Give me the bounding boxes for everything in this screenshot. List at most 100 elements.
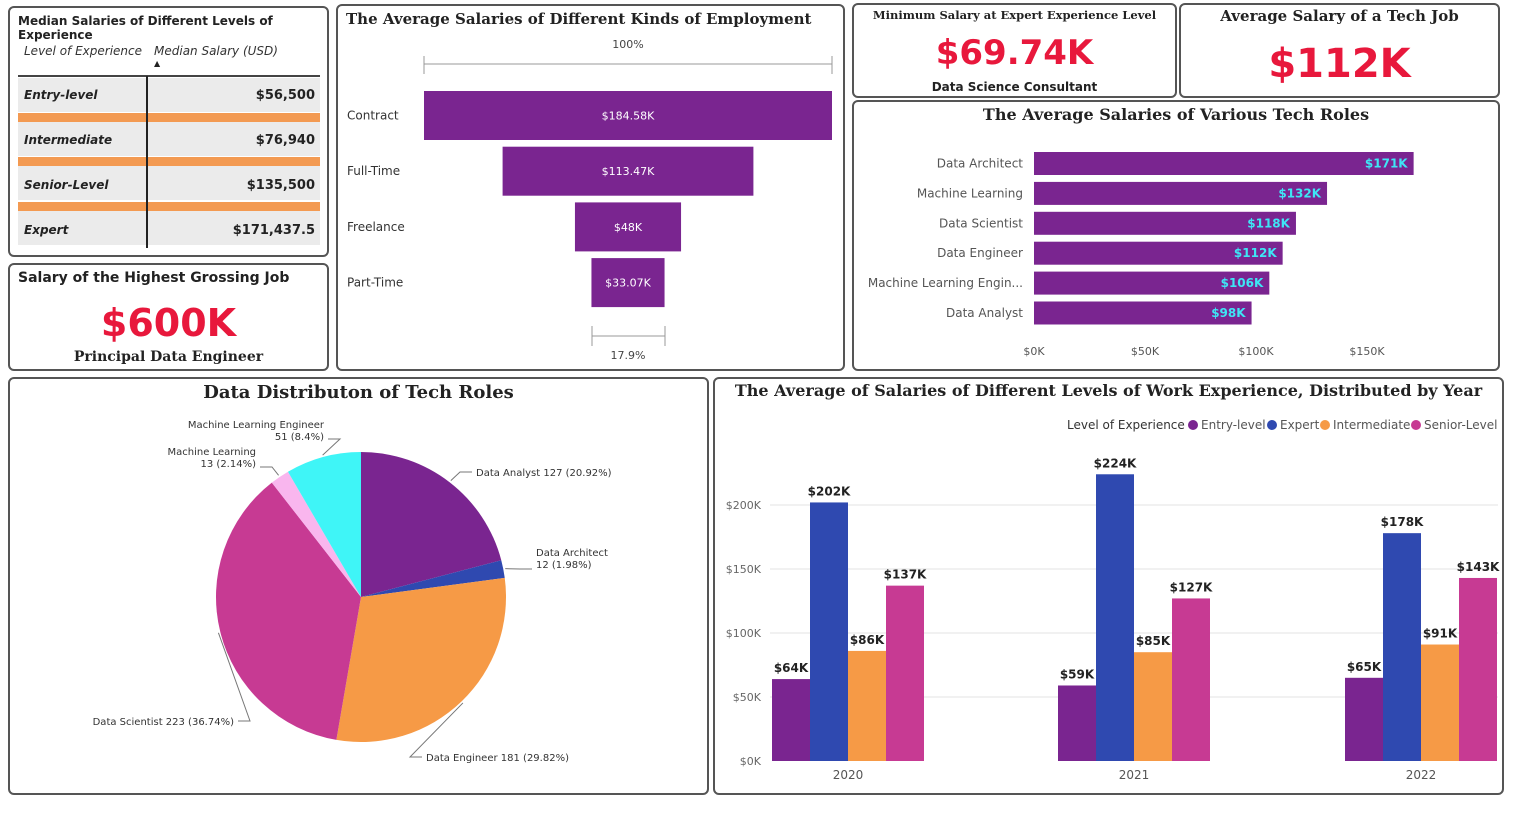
median-table-title: Median Salaries of Different Levels of E… [18, 14, 273, 42]
pie-slice-label: Data Engineer 181 (29.82%) [426, 753, 569, 764]
role-data-label: $112K [1234, 246, 1277, 260]
funnel-category-label: Full-Time [347, 164, 400, 178]
role-category-label: Data Scientist [939, 216, 1023, 230]
role-bar [1034, 181, 1328, 205]
table-cell-level: Senior-Level [24, 178, 109, 192]
bar-data-label: $143K [1457, 560, 1500, 574]
pie-slice-label: Data Architect 12 (1.98%) [536, 548, 608, 571]
role-bar [1034, 241, 1283, 265]
legend-marker [1411, 420, 1421, 430]
x-tick-label: $150K [1349, 345, 1385, 358]
legend-marker [1320, 420, 1330, 430]
role-category-label: Data Architect [937, 157, 1024, 171]
role-data-label: $106K [1221, 276, 1264, 290]
legend-label: Entry-level [1201, 418, 1266, 432]
table-cell-salary: $76,940 [255, 133, 315, 148]
year-bar [1058, 685, 1096, 761]
legend-marker [1267, 420, 1277, 430]
role-data-label: $118K [1247, 216, 1290, 230]
avg-tech-salary-card: Average Salary of a Tech Job $112K [1179, 3, 1500, 98]
grouped-title: The Average of Salaries of Different Lev… [734, 381, 1483, 400]
role-category-label: Machine Learning Engin... [868, 276, 1023, 290]
pie-title: Data Distributon of Tech Roles [203, 382, 514, 403]
role-data-label: $132K [1278, 186, 1321, 200]
bar-data-label: $127K [1170, 580, 1213, 594]
x-category-label: 2021 [1119, 768, 1150, 782]
column-divider [146, 76, 148, 248]
pie-slice [215, 482, 361, 740]
min-expert-title: Minimum Salary at Expert Experience Leve… [872, 8, 1157, 22]
funnel-title: The Average Salaries of Different Kinds … [346, 10, 812, 28]
bar-data-label: $85K [1136, 634, 1171, 648]
sort-ascending-icon[interactable]: ▲ [154, 59, 161, 68]
pie-leader-line [217, 632, 251, 722]
y-tick-label: $0K [740, 755, 762, 768]
pie-leader-line [408, 702, 464, 758]
table-cell-salary: $171,437.5 [232, 223, 315, 238]
role-distribution-pie: Data Analyst 127 (20.92%) Data Architect 1… [93, 420, 612, 764]
bar-data-label: $137K [884, 568, 927, 582]
experience-by-year-card: The Average of Salaries of Different Lev… [713, 377, 1504, 795]
bar-data-label: $202K [808, 484, 851, 498]
pie-slice [287, 452, 361, 597]
legend-label: Senior-Level [1424, 418, 1497, 432]
year-bar [1345, 677, 1383, 761]
year-bar [1383, 533, 1421, 761]
bar-data-label: $224K [1094, 456, 1137, 470]
funnel-bar [502, 146, 754, 196]
row-divider [18, 113, 320, 122]
y-tick-label: $100K [726, 627, 762, 640]
x-tick-label: $0K [1023, 345, 1045, 358]
highest-job-card: Salary of the Highest Grossing Job $600K… [8, 263, 329, 371]
pie-leader-line [322, 438, 342, 456]
year-bar [1096, 474, 1134, 761]
funnel-bar [591, 258, 665, 308]
role-category-label: Machine Learning [917, 186, 1023, 200]
table-row [18, 78, 320, 112]
role-data-label: $98K [1211, 306, 1246, 320]
highest-job-role: Principal Data Engineer [73, 349, 264, 365]
pie-slice [336, 577, 507, 742]
column-header-level[interactable]: Level of Experience [24, 44, 143, 58]
min-expert-role: Data Science Consultant [931, 80, 1098, 94]
funnel-category-label: Contract [347, 109, 399, 123]
funnel-bar [424, 91, 832, 140]
experience-by-year-chart: Level of Experience $0K $50K $100K $150K $20… [726, 418, 1500, 782]
x-category-label: 2020 [833, 768, 864, 782]
role-bar [1034, 152, 1414, 175]
funnel-top-percent: 100% [612, 38, 643, 51]
funnel-data-label: $184.58K [602, 110, 655, 123]
bar-data-label: $91K [1423, 627, 1458, 641]
funnel-bar [574, 202, 682, 252]
employment-funnel-card: The Average Salaries of Different Kinds … [336, 4, 845, 371]
year-bar [1134, 652, 1172, 761]
year-bar [1172, 598, 1210, 761]
table-cell-salary: $56,500 [255, 88, 315, 103]
role-distribution-card: Data Distributon of Tech Roles Data Anal… [8, 377, 709, 795]
year-bar [1421, 644, 1459, 761]
year-bar [810, 502, 848, 761]
year-bar [772, 679, 810, 761]
funnel-bottom-percent: 17.9% [611, 349, 646, 362]
column-header-salary[interactable]: Median Salary (USD) [154, 44, 278, 58]
tech-roles-chart: $0K $50K $100K $150K Data Architect $171K Mach… [868, 152, 1414, 358]
row-divider [18, 157, 320, 166]
row-divider [18, 202, 320, 211]
pie-slice [271, 471, 361, 597]
role-bar [1034, 301, 1252, 325]
legend-marker [1188, 420, 1198, 430]
table-cell-level: Entry-level [24, 88, 98, 102]
highest-job-value: $600K [100, 301, 237, 345]
pie-leader-line [450, 471, 472, 481]
year-bar [886, 585, 924, 761]
avg-tech-value: $112K [1268, 41, 1411, 87]
bar-data-label: $64K [774, 661, 809, 675]
table-cell-salary: $135,500 [246, 178, 315, 193]
table-row [18, 122, 320, 156]
pie-slice-label: Machine Learning Engineer 51 (8.4%) [188, 420, 325, 443]
bar-data-label: $59K [1060, 667, 1095, 681]
y-tick-label: $200K [726, 499, 762, 512]
funnel-data-label: $113.47K [602, 165, 655, 178]
pie-leader-line [260, 466, 279, 476]
tech-roles-title: The Average Salaries of Various Tech Rol… [982, 105, 1370, 124]
